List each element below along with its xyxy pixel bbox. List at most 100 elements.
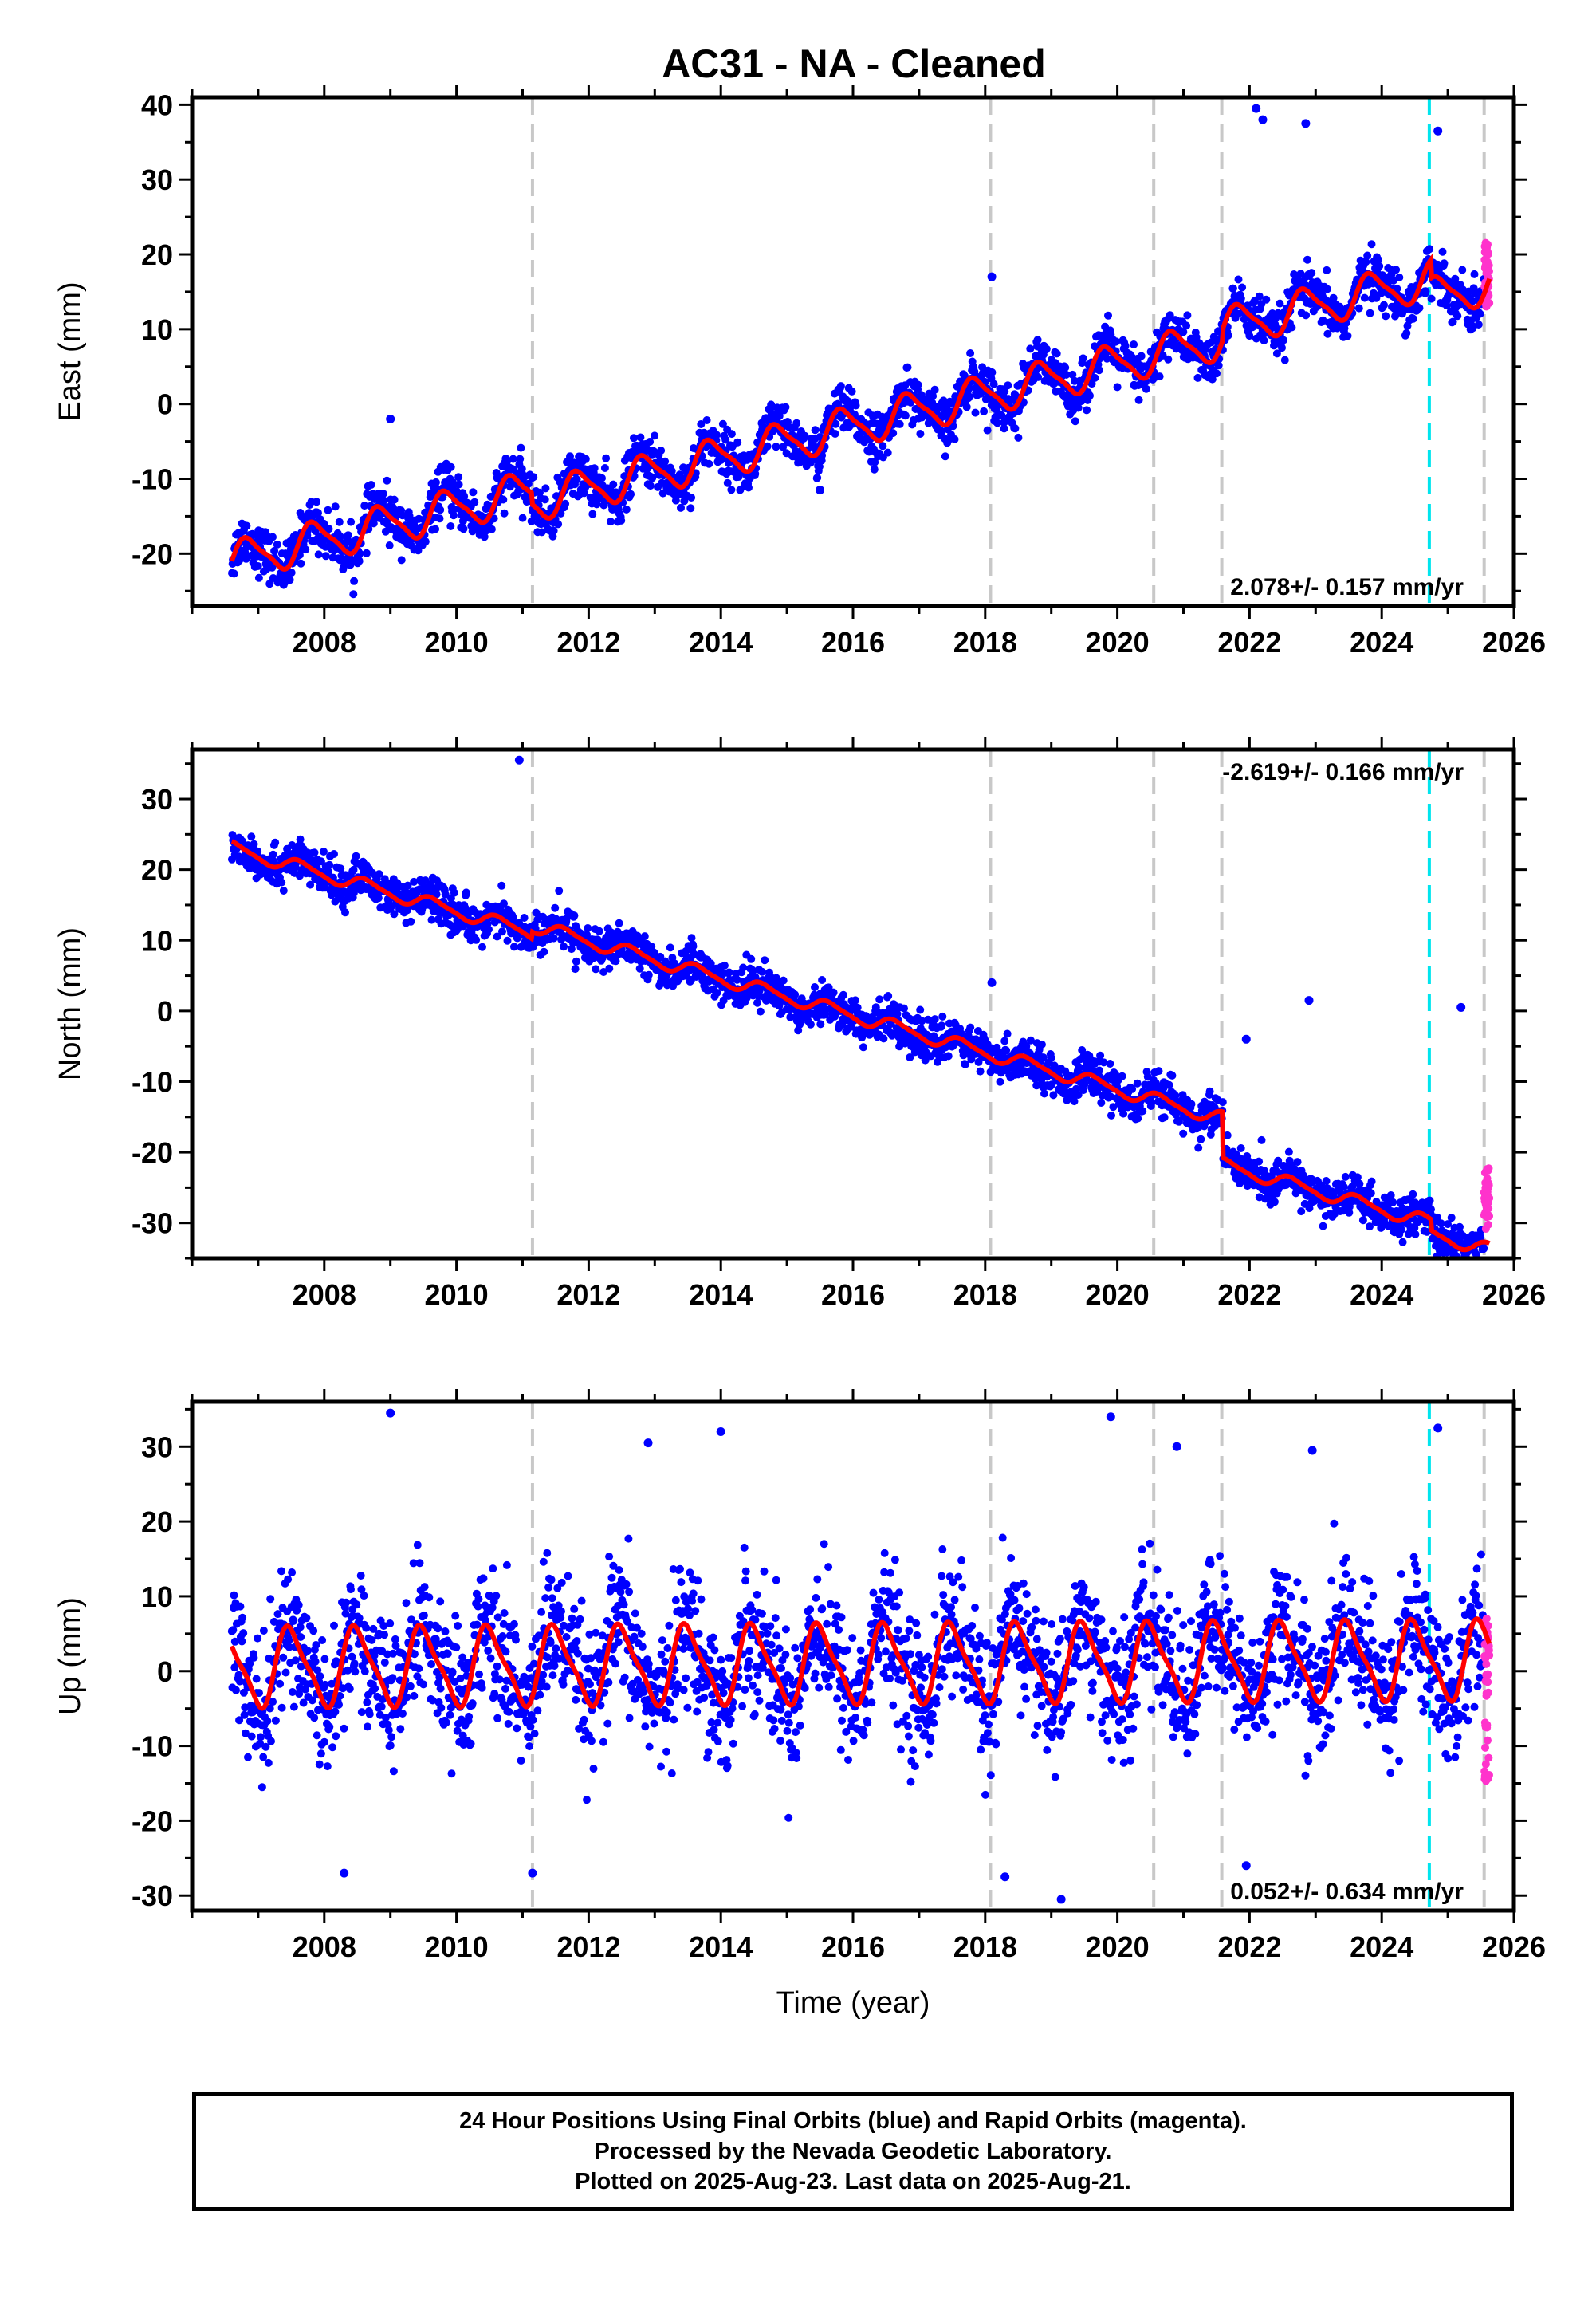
east-x-tick-label: 2014 — [689, 626, 753, 659]
north-point — [595, 927, 603, 935]
east-point — [1303, 255, 1311, 264]
north-point — [599, 968, 608, 976]
north-point — [1366, 1222, 1374, 1231]
north-point — [1223, 1131, 1232, 1139]
north-point — [331, 897, 340, 906]
east-x-tick-label: 2008 — [293, 626, 356, 659]
north-point — [320, 848, 328, 856]
east-point — [517, 465, 526, 473]
north-point — [725, 968, 733, 977]
north-point — [974, 1057, 983, 1066]
east-point — [1362, 258, 1370, 266]
east-point — [331, 502, 340, 511]
north-point — [900, 1004, 908, 1013]
north-outlier-point — [1304, 996, 1314, 1005]
north-point — [1236, 1144, 1245, 1152]
east-point — [1395, 273, 1404, 281]
north-point — [390, 910, 399, 919]
east-point — [1449, 317, 1457, 326]
east-point — [889, 429, 898, 438]
east-point — [847, 387, 856, 396]
east-point — [482, 527, 489, 536]
east-point — [335, 518, 344, 526]
east-point — [1083, 406, 1091, 415]
east-point — [1213, 369, 1221, 378]
north-point — [352, 852, 360, 860]
north-point — [296, 835, 305, 844]
east-point — [930, 385, 939, 394]
east-point — [1458, 266, 1467, 274]
north-point — [806, 1020, 815, 1029]
east-panel: 2008 2010 2012 2014 2016 2018 2020 2022 2024 2026… — [53, 85, 1546, 659]
east-point — [1409, 314, 1417, 323]
east-plot-area — [228, 97, 1494, 606]
north-point — [884, 992, 893, 1000]
north-point — [1032, 1081, 1041, 1090]
north-point — [893, 1009, 902, 1018]
east-ticks: 2008 2010 2012 2014 2016 2018 2020 2022 2024 2026… — [132, 85, 1546, 659]
east-x-tick-label: 2020 — [1086, 626, 1150, 659]
east-point — [1164, 355, 1173, 364]
east-point — [671, 496, 680, 505]
north-point — [520, 914, 529, 922]
east-point — [1214, 361, 1223, 370]
east-point — [782, 449, 791, 458]
north-point — [1433, 1213, 1441, 1222]
east-point — [1142, 384, 1150, 393]
east-point — [1137, 352, 1146, 360]
east-point — [469, 488, 478, 497]
north-point — [1422, 1227, 1431, 1236]
east-point — [554, 520, 563, 529]
east-point — [993, 419, 1002, 427]
north-point — [775, 1002, 784, 1010]
east-point — [1380, 301, 1388, 309]
east-point — [285, 576, 294, 584]
north-point — [1079, 1086, 1087, 1095]
east-point — [1130, 340, 1138, 348]
east-point — [1112, 337, 1121, 346]
east-outlier-point — [1433, 126, 1443, 136]
east-point — [254, 562, 262, 570]
east-point — [1374, 255, 1382, 264]
east-point — [1474, 321, 1483, 329]
north-point — [1425, 1196, 1434, 1205]
north-point — [1341, 1172, 1350, 1181]
north-point — [592, 965, 600, 974]
north-point — [906, 1053, 914, 1061]
north-point — [1293, 1158, 1302, 1167]
east-point — [524, 479, 533, 488]
east-point — [1000, 424, 1008, 433]
east-point — [1276, 299, 1284, 308]
east-point — [1004, 381, 1012, 390]
north-point — [571, 965, 580, 974]
east-point — [592, 500, 601, 509]
east-point — [1034, 372, 1043, 381]
north-point — [1002, 1046, 1011, 1055]
east-point — [1228, 284, 1237, 293]
east-point — [349, 590, 358, 599]
east-point — [879, 442, 887, 451]
north-point — [666, 943, 674, 952]
north-point — [839, 990, 847, 999]
north-point — [1040, 1089, 1048, 1098]
east-point — [344, 531, 352, 540]
north-point — [1039, 1053, 1048, 1062]
east-point — [1183, 311, 1192, 320]
east-point — [600, 464, 609, 472]
east-point — [1343, 332, 1352, 340]
east-point — [712, 431, 721, 439]
east-point — [1302, 311, 1311, 320]
east-point — [1079, 354, 1087, 363]
north-point — [324, 868, 333, 876]
east-x-tick-label: 2010 — [425, 626, 489, 659]
east-point — [938, 427, 946, 435]
north-point — [1339, 1183, 1348, 1191]
north-point — [938, 1021, 946, 1030]
east-point — [381, 527, 390, 536]
north-point — [349, 865, 358, 874]
north-point — [786, 1013, 795, 1021]
east-point — [813, 474, 822, 482]
north-rapid-point — [1484, 1220, 1492, 1229]
east-point — [516, 455, 525, 463]
